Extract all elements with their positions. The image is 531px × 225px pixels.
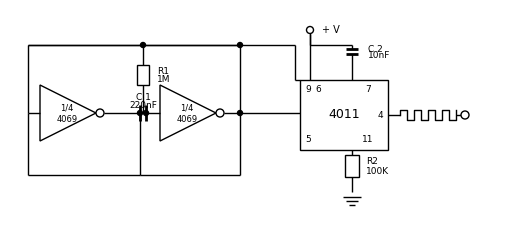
Circle shape bbox=[216, 109, 224, 117]
Bar bbox=[345, 155, 359, 177]
Text: 10nF: 10nF bbox=[368, 50, 390, 59]
Text: 4011: 4011 bbox=[328, 108, 360, 122]
Text: 1/4: 1/4 bbox=[181, 104, 194, 112]
Text: + V: + V bbox=[322, 25, 340, 35]
Text: 7: 7 bbox=[365, 86, 371, 94]
Text: 4069: 4069 bbox=[56, 115, 78, 124]
Circle shape bbox=[237, 110, 243, 115]
Text: 220nF: 220nF bbox=[129, 101, 157, 110]
Text: C 1: C 1 bbox=[135, 92, 150, 101]
Text: C 2: C 2 bbox=[368, 45, 383, 54]
Circle shape bbox=[306, 27, 313, 34]
Circle shape bbox=[141, 43, 145, 47]
Circle shape bbox=[96, 109, 104, 117]
Bar bbox=[137, 65, 149, 85]
Text: 11: 11 bbox=[362, 135, 374, 144]
Bar bbox=[300, 80, 388, 150]
Circle shape bbox=[237, 43, 243, 47]
Text: 9: 9 bbox=[305, 86, 311, 94]
Circle shape bbox=[138, 110, 142, 115]
Text: R2: R2 bbox=[366, 158, 378, 166]
Text: 6: 6 bbox=[315, 86, 321, 94]
Text: 1/4: 1/4 bbox=[61, 104, 74, 112]
Text: 1M: 1M bbox=[157, 76, 170, 85]
Text: 5: 5 bbox=[305, 135, 311, 144]
Circle shape bbox=[143, 110, 149, 115]
Text: R1: R1 bbox=[157, 68, 169, 76]
Text: 4: 4 bbox=[377, 110, 383, 119]
Circle shape bbox=[461, 111, 469, 119]
Text: 100K: 100K bbox=[366, 166, 389, 176]
Text: 4069: 4069 bbox=[176, 115, 198, 124]
